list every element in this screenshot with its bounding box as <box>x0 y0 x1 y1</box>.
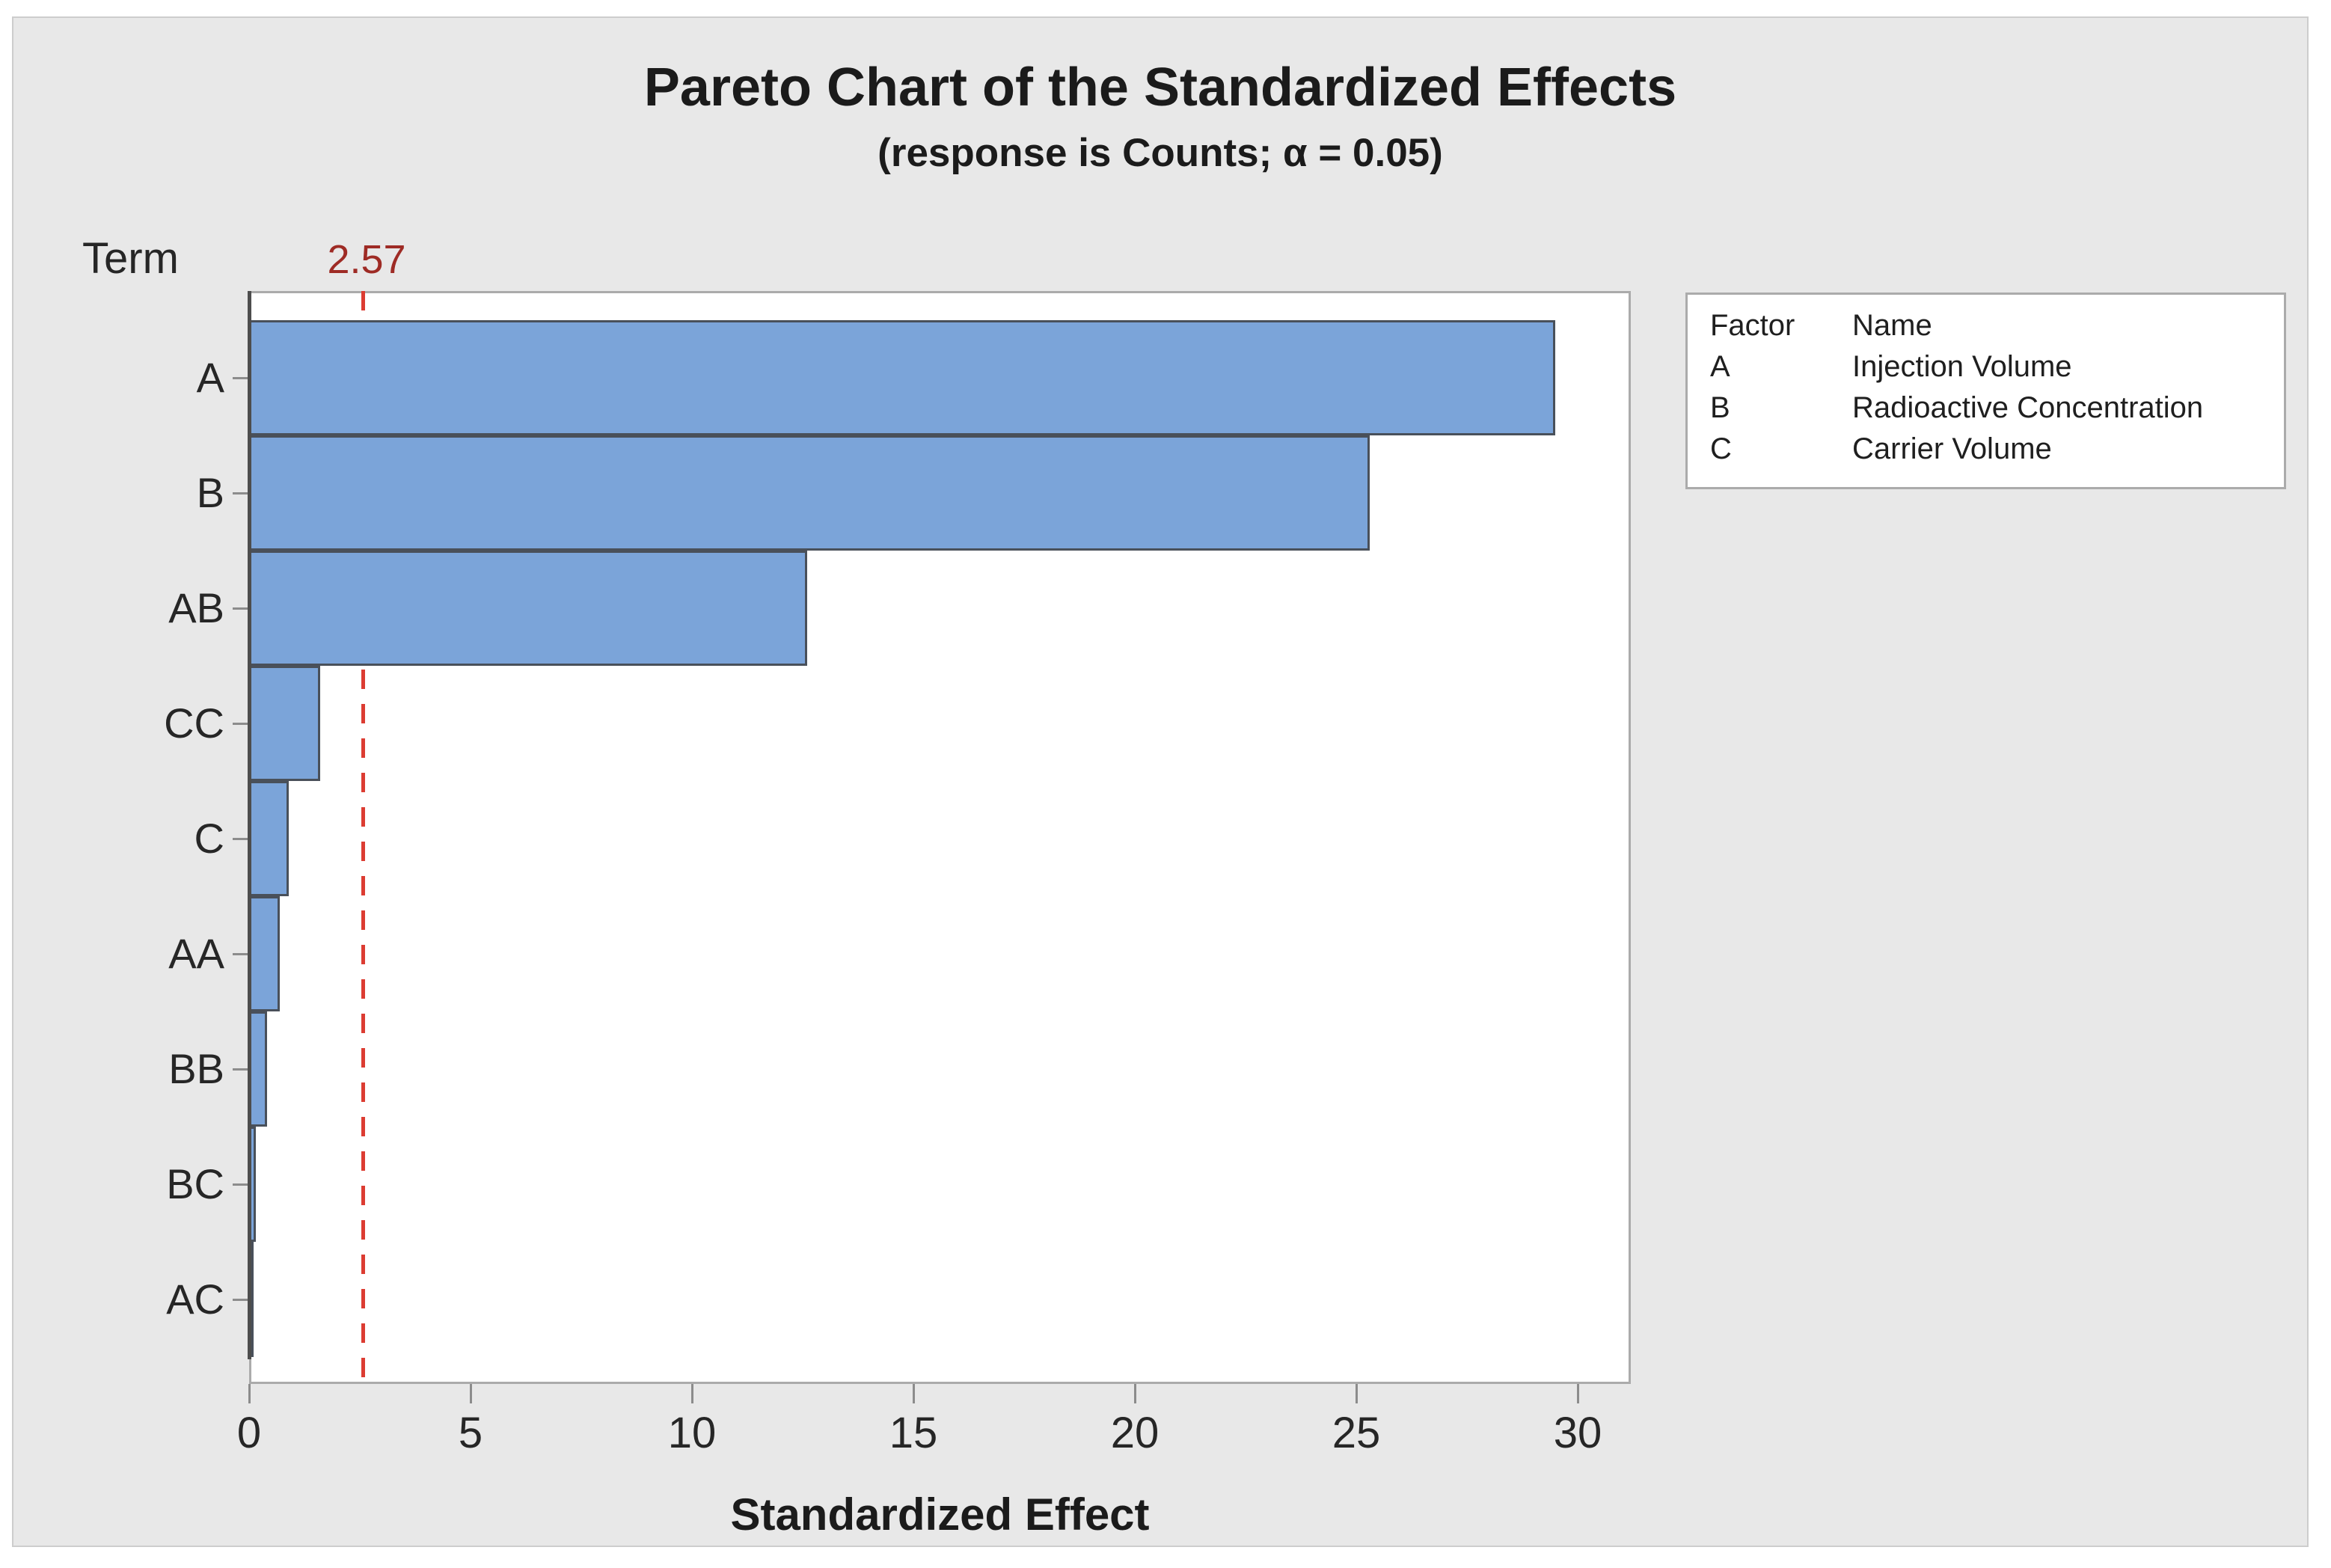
x-tick-10 <box>691 1384 693 1403</box>
x-tick-label-15: 15 <box>889 1409 938 1457</box>
legend-factor-A: A <box>1710 350 1730 383</box>
significance-reference-line <box>361 291 365 1384</box>
y-tick-label-C: C <box>194 815 224 862</box>
y-tick-label-CC: CC <box>164 699 224 747</box>
x-tick-label-25: 25 <box>1332 1409 1381 1457</box>
legend-header-factor: Factor <box>1710 309 1795 342</box>
x-tick-label-30: 30 <box>1553 1409 1602 1457</box>
y-tick-AB <box>233 607 248 610</box>
x-tick-30 <box>1577 1384 1579 1403</box>
y-tick-A <box>233 377 248 379</box>
y-tick-label-BB: BB <box>168 1045 224 1092</box>
x-tick-20 <box>1134 1384 1136 1403</box>
bar-C <box>249 781 289 896</box>
y-tick-C <box>233 838 248 840</box>
y-tick-AC <box>233 1299 248 1301</box>
y-tick-label-AB: AB <box>168 584 224 631</box>
y-tick-label-A: A <box>196 354 224 401</box>
bar-AB <box>249 551 807 666</box>
chart-title: Pareto Chart of the Standardized Effects <box>643 58 1677 117</box>
x-tick-0 <box>248 1384 251 1403</box>
legend-name-B: Radioactive Concentration <box>1852 391 2204 424</box>
y-tick-label-B: B <box>196 469 224 516</box>
y-tick-CC <box>233 723 248 725</box>
y-tick-label-AA: AA <box>168 930 224 977</box>
x-tick-label-10: 10 <box>667 1409 717 1457</box>
legend-name-A: Injection Volume <box>1852 350 2072 383</box>
bar-A <box>249 320 1555 435</box>
y-tick-B <box>233 492 248 494</box>
bar-B <box>249 435 1370 551</box>
x-tick-15 <box>913 1384 915 1403</box>
bar-BB <box>249 1011 267 1127</box>
factor-legend-table: Factor Name A Injection Volume B Radioactive … <box>1710 305 2203 470</box>
reference-line-value-label: 2.57 <box>327 237 406 282</box>
x-axis-title: Standardized Effect <box>730 1489 1150 1540</box>
x-tick-label-0: 0 <box>236 1409 262 1457</box>
x-tick-label-20: 20 <box>1110 1409 1160 1457</box>
x-tick-label-5: 5 <box>458 1409 483 1457</box>
y-axis-title: Term <box>82 234 179 283</box>
bar-AA <box>249 896 280 1011</box>
bar-CC <box>249 666 320 781</box>
legend-factor-B: B <box>1710 391 1730 424</box>
y-axis-line <box>248 291 251 1359</box>
y-tick-BB <box>233 1068 248 1071</box>
factor-legend-box: Factor Name A Injection Volume B Radioactive … <box>1685 293 2286 489</box>
chart-subtitle: (response is Counts; α = 0.05) <box>877 131 1443 175</box>
x-tick-5 <box>470 1384 472 1403</box>
y-tick-AA <box>233 953 248 955</box>
chart-canvas: Pareto Chart of the Standardized Effects… <box>12 16 2309 1547</box>
legend-factor-C: C <box>1710 432 1732 465</box>
legend-header-name: Name <box>1852 309 1932 342</box>
legend-name-C: Carrier Volume <box>1852 432 2052 465</box>
x-tick-25 <box>1356 1384 1358 1403</box>
y-tick-label-AC: AC <box>166 1275 224 1323</box>
y-tick-label-BC: BC <box>166 1160 224 1207</box>
y-tick-BC <box>233 1183 248 1186</box>
